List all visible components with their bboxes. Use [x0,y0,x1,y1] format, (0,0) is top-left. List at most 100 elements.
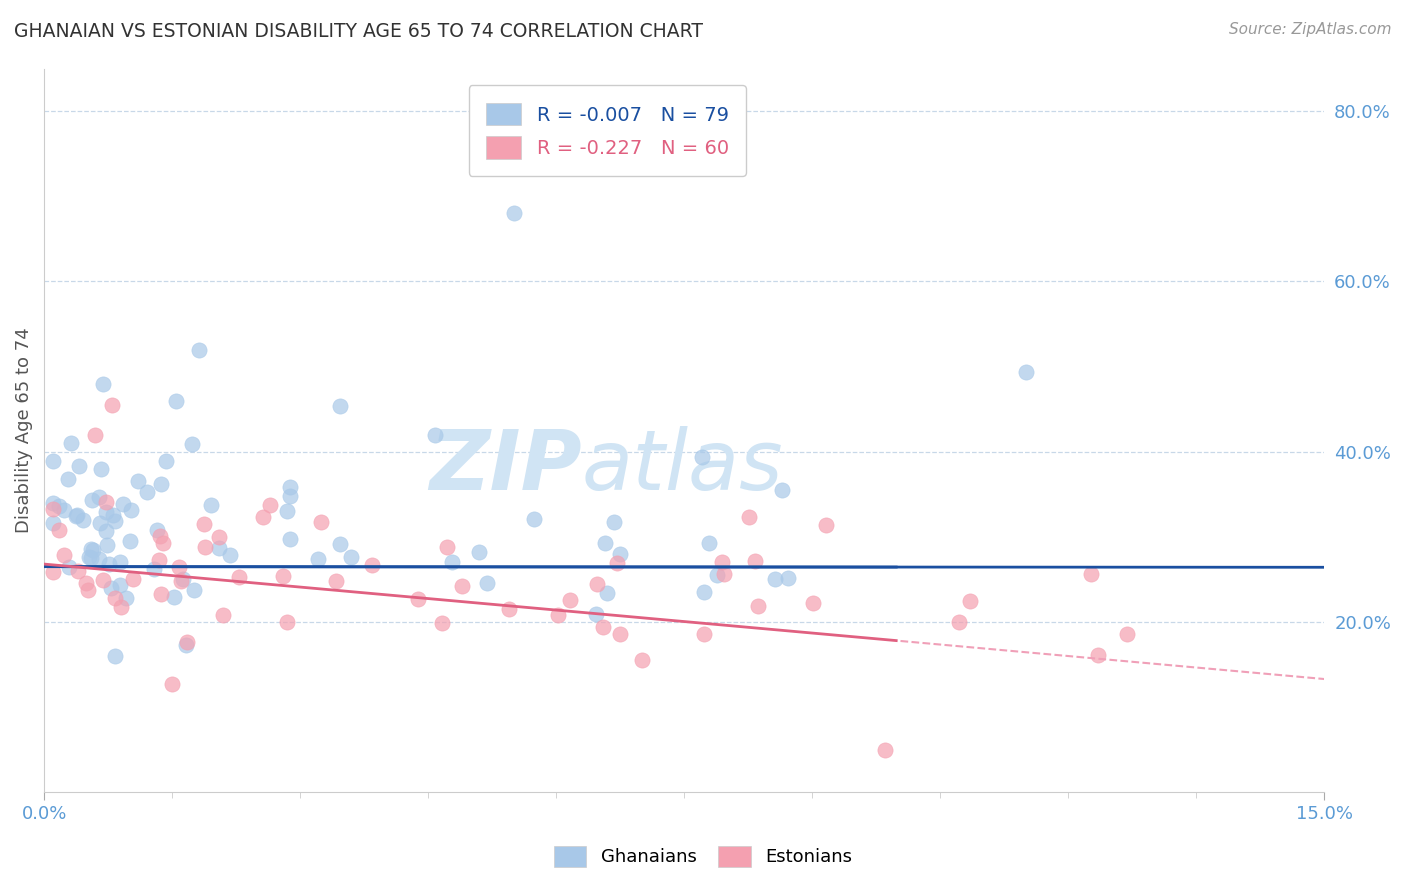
Point [146,523,169,537]
Point [436,540,458,554]
Point [744,554,766,568]
Point [48,500,70,514]
Point [193,516,215,531]
Point [96,538,118,552]
Point [477,576,499,591]
Point [276,615,298,630]
Point [423,428,446,442]
Point [208,530,231,544]
Point [72,513,94,527]
Point [100,581,122,595]
Point [104,514,127,528]
Point [211,607,233,622]
Point [208,541,231,555]
Point [603,515,626,529]
Point [66,508,89,522]
Point [66,564,89,578]
Point [103,508,125,523]
Point [276,503,298,517]
Point [959,594,981,608]
Point [706,567,728,582]
Point [738,510,761,524]
Point [176,635,198,649]
Text: atlas: atlas [582,426,783,507]
Point [340,549,363,564]
Point [149,528,172,542]
Point [252,510,274,524]
Point [80,493,103,508]
Point [108,555,131,569]
Point [94,495,117,509]
Y-axis label: Disability Age 65 to 74: Disability Age 65 to 74 [15,327,32,533]
Point [120,503,142,517]
Point [814,517,837,532]
Point [41,496,63,510]
Point [1080,566,1102,581]
Point [41,502,63,516]
Point [142,562,165,576]
Point [592,620,614,634]
Text: GHANAIAN VS ESTONIAN DISABILITY AGE 65 TO 74 CORRELATION CHART: GHANAIAN VS ESTONIAN DISABILITY AGE 65 T… [14,22,703,41]
Point [311,515,333,529]
Point [53,548,76,562]
Point [80,550,103,565]
Point [89,516,111,530]
Point [167,560,190,574]
Point [150,586,173,600]
Point [593,536,616,550]
Point [360,558,382,572]
Point [114,591,136,605]
Point [697,536,720,550]
Point [432,616,454,631]
Point [690,450,713,465]
Point [122,572,145,586]
Point [148,553,170,567]
Point [609,547,631,561]
Point [76,583,98,598]
Point [408,592,430,607]
Point [160,676,183,690]
Point [609,627,631,641]
Point [120,534,142,549]
Point [155,454,177,468]
Point [58,560,80,574]
Point [75,576,97,591]
Point [713,566,735,581]
Point [547,607,569,622]
Point [48,523,70,537]
Point [440,555,463,569]
Point [67,458,90,473]
Point [94,524,117,538]
Point [136,485,159,500]
Point [693,585,716,599]
Point [307,551,329,566]
Point [77,550,100,565]
Point [174,638,197,652]
Text: Source: ZipAtlas.com: Source: ZipAtlas.com [1229,22,1392,37]
Point [1116,626,1139,640]
Point [41,454,63,468]
Point [94,505,117,519]
Point [271,569,294,583]
Point [1014,365,1036,379]
Point [41,516,63,531]
Point [170,574,193,589]
Point [631,653,654,667]
Point [523,512,546,526]
Point [228,569,250,583]
Point [948,615,970,629]
Point [770,483,793,498]
Point [329,399,352,413]
Point [65,509,87,524]
Point [152,535,174,549]
Point [104,649,127,664]
Point [82,543,104,558]
Point [87,491,110,505]
Point [219,548,242,562]
Point [278,489,301,503]
Point [108,578,131,592]
Point [259,498,281,512]
Point [763,572,786,586]
Point [183,582,205,597]
Point [278,480,301,494]
